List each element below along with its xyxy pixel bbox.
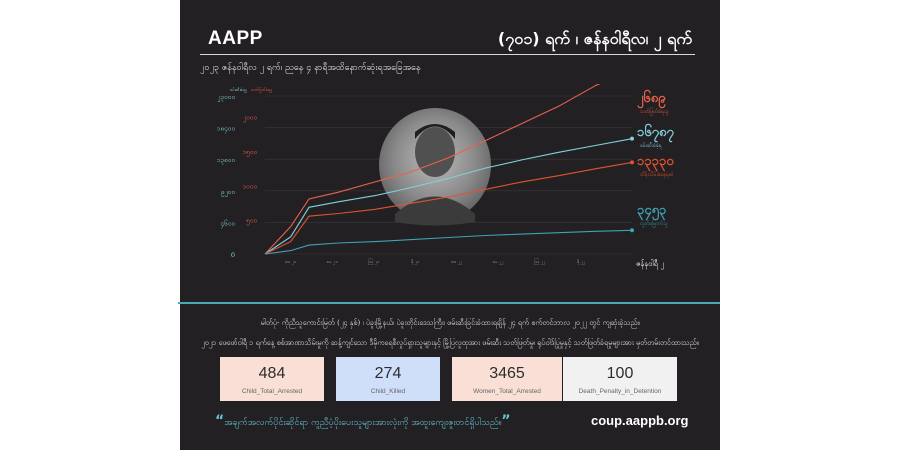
x-axis-tick-label: နို ၂၁ bbox=[411, 259, 420, 265]
acknowledgement-text: အချက်အလက်ပိုင်းဆိုင်ရာ ကူညီပံ့ပိုးပေးသူမ… bbox=[224, 418, 502, 428]
left-axis-tick-label: ၄၆၀၀ bbox=[220, 219, 235, 228]
portrait-hair bbox=[415, 124, 455, 139]
documentation-note: ၂၀၂၁ ဖေဖော်ဝါရီ ၁ ရက်နေ့ စစ်အာဏာသိမ်းမှု… bbox=[201, 338, 699, 347]
x-axis-tick-label: ဖေ ၂၁ bbox=[285, 260, 296, 265]
series-total-value: ၂၆၈၉ bbox=[637, 89, 666, 109]
series-name-label: ဖမ်းဆီးခံခဲ့ရ bbox=[640, 143, 663, 149]
stat-card-child-arrested: 484 Child_Total_Arrested bbox=[220, 357, 324, 401]
series-name-label: လွတ်မြောက်သူ bbox=[640, 220, 668, 227]
right-axis-tick-label: ၅၀၀ bbox=[246, 217, 257, 226]
series-endpoint bbox=[630, 228, 634, 233]
brand-logo-text: AAPP bbox=[208, 28, 263, 49]
x-axis-tick-label: နို ၂၂ bbox=[577, 259, 585, 265]
axis-ticks: 0၄၆၀၀၉၂၀၀၁၃၈၀၀၁၈၄၀၀၂၃၀၀၀၅၀၀၁၀၀၀၁၅၀၀၂၀၀၀ဖ… bbox=[217, 86, 665, 269]
right-axis-tick-label: ၁၅၀၀ bbox=[242, 148, 257, 157]
stat-value: 484 bbox=[258, 365, 286, 382]
left-axis-tick-label: 0 bbox=[231, 251, 235, 259]
series-total-value: ၁၃၃၃၀ bbox=[637, 154, 674, 172]
x-axis-tick-label: ဖေ ၂၂ bbox=[451, 260, 462, 265]
chart-container: 0 ၄၆၀၀ ၉၂၀၀ ၁၃၈၀၀ ၁၈၄၀၀ ၂၃၀၀၀ ၅၀၀ ၁၀၀၀ ၁၅၀၀ ၂၀၀၀ဖ… bbox=[180, 84, 720, 284]
stat-value: 3465 bbox=[489, 365, 525, 382]
header-divider bbox=[200, 54, 695, 55]
headline-day-count: (၇၀၁) ရက် ၊ ဇန်နဝါရီလ၊ ၂ ရက် bbox=[497, 29, 692, 48]
website-url: coup.aappb.org bbox=[591, 413, 689, 428]
series-endpoint bbox=[630, 136, 634, 141]
stat-label: Women_Total_Arrested bbox=[473, 388, 541, 395]
right-axis-tick-label: ၁၀၀၀ bbox=[242, 182, 257, 190]
left-axis-title: ဖမ်းဆီးခံရမှု bbox=[230, 87, 248, 93]
x-axis-tick-label: ဩ ၂၁ bbox=[368, 258, 379, 265]
stat-card-death-penalty: 100 Death_Penalty_in_Detention bbox=[563, 357, 677, 401]
x-axis-tick-label: မေ ၂၂ bbox=[493, 260, 504, 265]
series-line bbox=[264, 161, 633, 255]
x-axis-tick-label: မေ ၂၁ bbox=[327, 260, 338, 265]
series-total-value: ၃၄၅၃ bbox=[637, 203, 667, 221]
stat-value: 274 bbox=[374, 365, 402, 382]
x-axis-end-label: ဇန်နဝါရီ ၂ bbox=[636, 259, 664, 269]
stat-label: Child_Killed bbox=[370, 388, 406, 395]
subtitle-timestamp: ၂၀၂၃ ဇန်နဝါရီလ ၂ ရက်၊ ညနေ ၄ နာရီအထိနောက်… bbox=[200, 63, 421, 73]
line-chart: 0၄၆၀၀၉၂၀၀၁၃၈၀၀၁၈၄၀၀၂၃၀၀၀၅၀၀၁၀၀၀၁၅၀၀၂၀၀၀ဖ… bbox=[217, 84, 674, 269]
series-line bbox=[264, 84, 601, 255]
left-axis-tick-label: ၁၃၈၀၀ bbox=[217, 156, 236, 165]
stat-label: Death_Penalty_in_Detention bbox=[578, 388, 662, 395]
series-lines bbox=[264, 84, 634, 255]
series-name-label: ထိန်းသိမ်းခံနေရဆဲ bbox=[640, 172, 674, 178]
series-total-value: ၁၆၇၈၇ bbox=[637, 123, 674, 143]
stat-card-women-arrested: 3465 Women_Total_Arrested bbox=[452, 357, 562, 401]
series-endpoint bbox=[630, 160, 634, 165]
left-axis-tick-label: ၉၂၀၀ bbox=[221, 188, 236, 197]
close-quote-icon: ” bbox=[501, 413, 511, 429]
right-axis-title: သတ်ဖြတ်ခံရမှု bbox=[251, 86, 273, 93]
stat-label: Child_Total_Arrested bbox=[241, 388, 303, 395]
portrait-face bbox=[415, 127, 455, 177]
stat-value: 100 bbox=[606, 365, 634, 382]
left-axis-tick-label: ၁၈၄၀၀ bbox=[217, 125, 236, 134]
series-line bbox=[264, 229, 633, 255]
series-name-label: သတ်ဖြတ်ခံရသူ bbox=[639, 108, 669, 115]
open-quote-icon: “ bbox=[215, 413, 225, 429]
acknowledgement-quote: “အချက်အလက်ပိုင်းဆိုင်ရာ ကူညီပံ့ပိုးပေးသူ… bbox=[215, 413, 511, 430]
x-axis-tick-label: ဩ ၂၂ bbox=[534, 258, 545, 265]
photo-caption: မါတ်ပုံ- ကိုညီသူကောင်းမြတ် (၂၄ နှစ်) ၊ ပ… bbox=[260, 318, 640, 327]
portrait-shoulders bbox=[395, 196, 475, 226]
series-line bbox=[264, 138, 633, 255]
right-axis-tick-label: ၂၀၀၀ bbox=[243, 114, 258, 123]
series-labels: ၂၆၈၉သတ်ဖြတ်ခံရသူ၁၆၇၈၇ဖမ်းဆီးခံခဲ့ရ၁၃၃၃၀ထ… bbox=[637, 89, 674, 227]
section-divider bbox=[178, 302, 720, 304]
left-axis-tick-label: ၂၃၀၀၀ bbox=[217, 93, 235, 102]
stat-card-child-killed: 274 Child_Killed bbox=[336, 357, 440, 401]
